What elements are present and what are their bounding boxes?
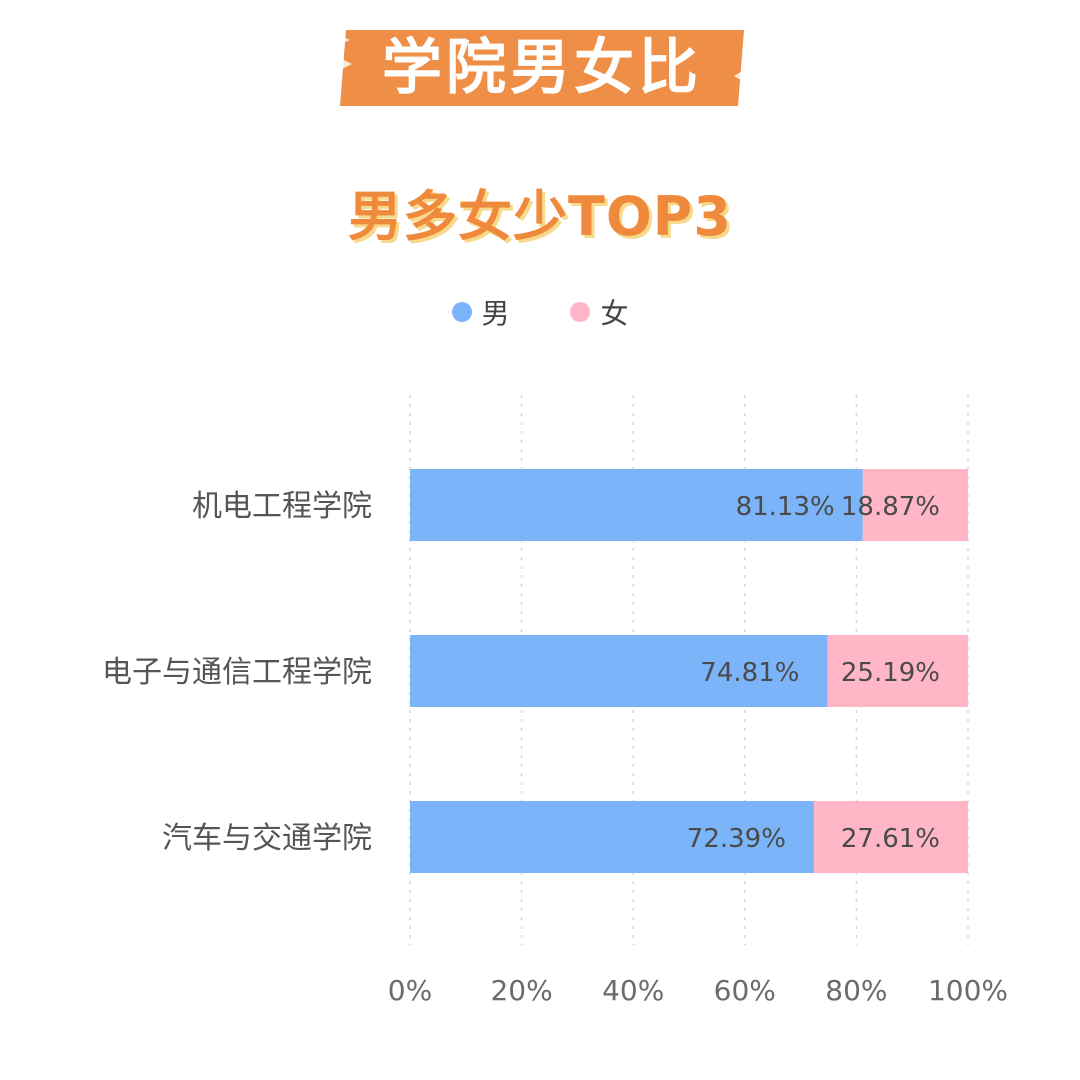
legend-item-female: 女: [570, 292, 628, 332]
legend-label-male: 男: [481, 297, 510, 330]
data-label-male: 72.39%: [687, 824, 786, 854]
x-tick-label: 80%: [825, 974, 887, 1007]
chart-legend: 男 女: [0, 292, 1080, 336]
bar-segment-male: [410, 635, 828, 707]
category-label: 电子与通信工程学院: [102, 655, 372, 690]
page-title: 学院男女比: [382, 33, 702, 103]
bar-segment-male: [410, 801, 814, 873]
data-label-male: 74.81%: [700, 658, 799, 688]
subtitle-wrap: 男多女少TOP3: [0, 172, 1080, 252]
data-label-female: 27.61%: [841, 824, 940, 854]
bar-segment-female: [862, 469, 968, 541]
chart-subtitle: 男多女少TOP3: [348, 185, 732, 248]
x-tick-label: 100%: [928, 974, 1008, 1007]
data-label-female: 25.19%: [841, 658, 940, 688]
title-banner: 学院男女比: [340, 30, 744, 106]
banner-background: [340, 30, 744, 106]
category-label: 机电工程学院: [192, 489, 372, 524]
bar-segment-female: [827, 635, 968, 707]
legend-item-male: 男: [451, 292, 510, 332]
x-tick-label: 0%: [388, 974, 432, 1007]
legend-label-female: 女: [600, 297, 629, 330]
bar-segment-female: [813, 801, 968, 873]
x-tick-label: 40%: [602, 974, 664, 1007]
x-tick-label: 20%: [490, 974, 552, 1007]
x-tick-label: 60%: [714, 974, 776, 1007]
data-label-male: 81.13%: [736, 492, 835, 522]
legend-swatch-male: [451, 302, 472, 322]
category-label: 汽车与交通学院: [162, 821, 372, 856]
data-label-female: 18.87%: [841, 492, 940, 522]
bar-segment-male: [410, 469, 863, 541]
legend-swatch-female: [570, 302, 591, 322]
